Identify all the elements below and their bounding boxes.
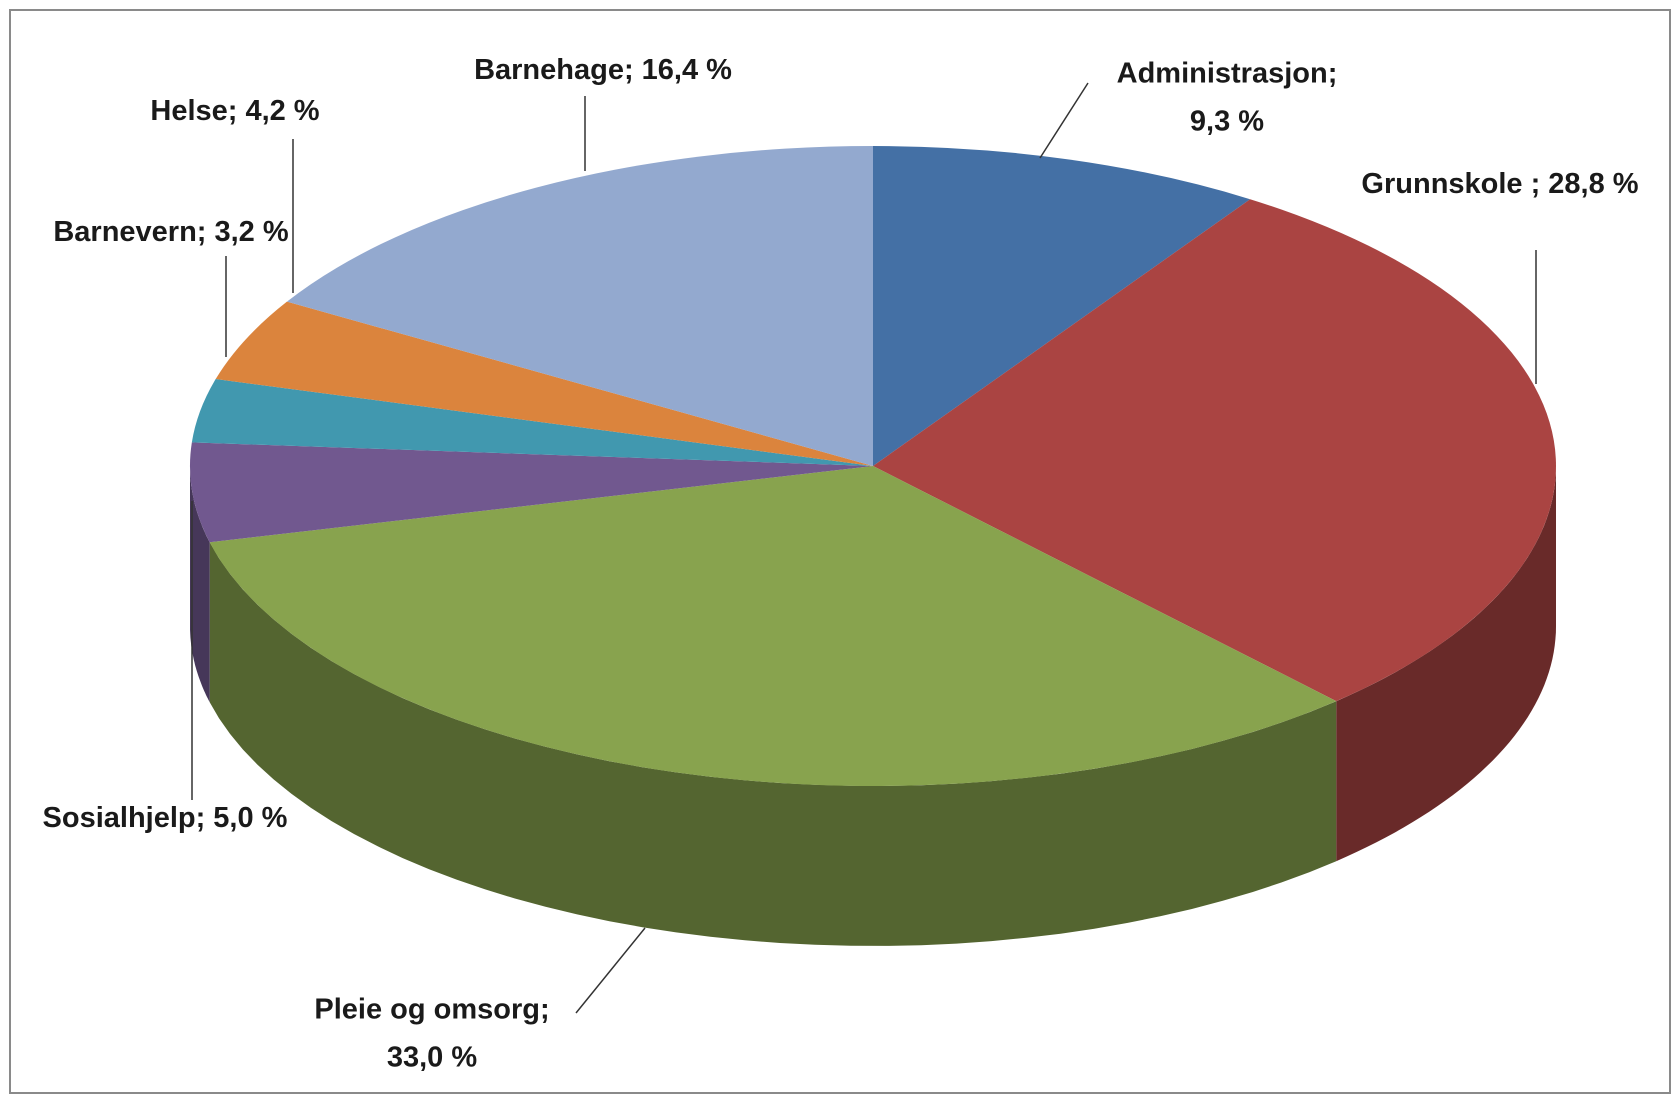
slice [190,442,874,543]
data-label: Grunnskole ; 28,8 % [1361,168,1638,200]
slice [286,146,874,466]
category-label: Barnevern; [53,216,206,248]
slice [873,199,1556,702]
slice [215,301,874,466]
slice-side [190,466,210,703]
category-label: Helse; [150,95,237,127]
category-label: Sosialhjelp; [43,802,206,834]
value-label: 3,2 % [214,216,288,248]
slice [191,379,873,466]
value-label: 16,4 % [642,54,732,86]
data-label: Helse; 4,2 % [150,95,319,127]
slice-side [1336,466,1556,862]
slice-side [209,542,1337,946]
value-label: 4,2 % [245,95,319,127]
data-label: Barnehage; 16,4 % [474,54,732,86]
slice [873,146,1251,466]
leader-line [575,927,646,1014]
value-label: 28,8 % [1548,168,1638,200]
value-label: 5,0 % [213,802,287,834]
data-label: Sosialhjelp; 5,0 % [43,802,288,834]
value-label: 33,0 % [387,1042,477,1074]
value-label: 9,3 % [1190,106,1264,138]
leader-line [1039,82,1089,159]
category-label: Grunnskole ; [1361,168,1540,200]
category-label: Barnehage; [474,54,634,86]
category-label: Administrasjon; [1117,58,1338,90]
data-label: Barnevern; 3,2 % [53,216,288,248]
slice [209,466,1337,786]
category-label: Pleie og omsorg; [314,994,549,1026]
